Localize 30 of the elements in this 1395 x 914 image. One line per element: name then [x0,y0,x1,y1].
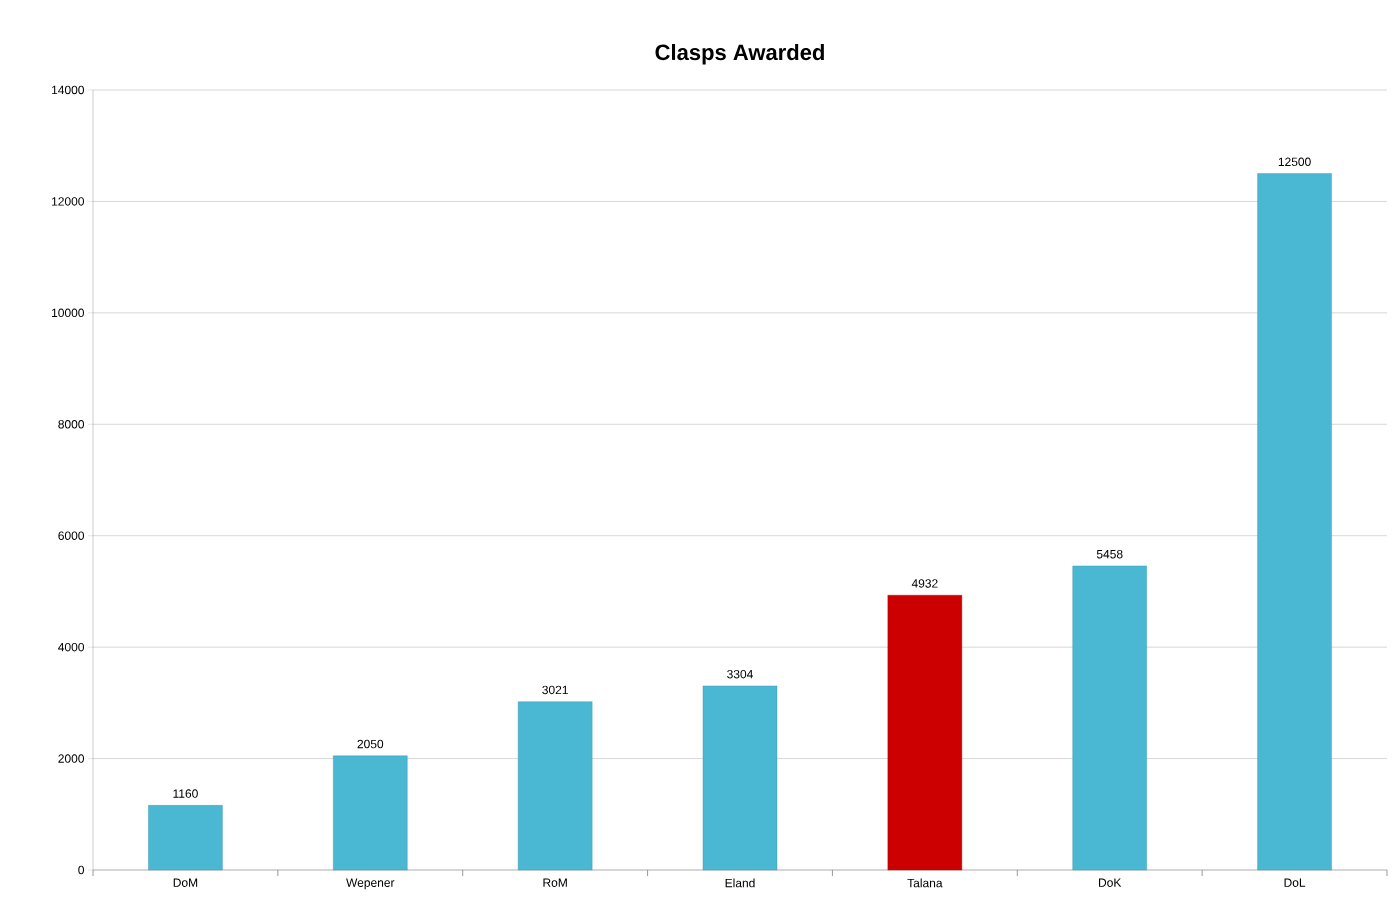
bar [887,595,963,871]
y-tick-label: 6000 [58,531,84,540]
data-label: 4932 [911,579,938,588]
data-label: 2050 [357,739,384,749]
bar [1072,565,1147,871]
y-tick-label: 10000 [52,308,84,318]
data-label: 3304 [727,669,753,679]
y-tick-label: 0 [78,865,85,875]
data-label: 1160 [173,789,198,798]
bar [702,685,778,871]
x-tick-label: RoM [543,878,567,887]
x-tick-label: DoL [1284,878,1306,887]
x-tick-label: Wepener [346,878,395,890]
bar [1257,173,1332,871]
y-tick-label: 8000 [58,420,84,429]
x-tick-label: DoK [1099,878,1122,887]
y-tick-label: 2000 [58,754,84,763]
bar [517,701,593,871]
x-tick-label: DoM [173,878,198,887]
data-label: 3021 [542,685,568,695]
data-label: 12500 [1278,157,1311,167]
y-tick-label: 4000 [58,642,84,652]
y-tick-label: 12000 [52,197,84,206]
y-tick-label: 14000 [52,85,84,95]
chart-title: Clasps Awarded [655,43,824,65]
data-label: 5458 [1096,549,1123,559]
bar [148,805,223,871]
x-tick-label: Eland [725,878,755,888]
bar [333,755,408,871]
x-tick-label: Talana [907,878,943,888]
